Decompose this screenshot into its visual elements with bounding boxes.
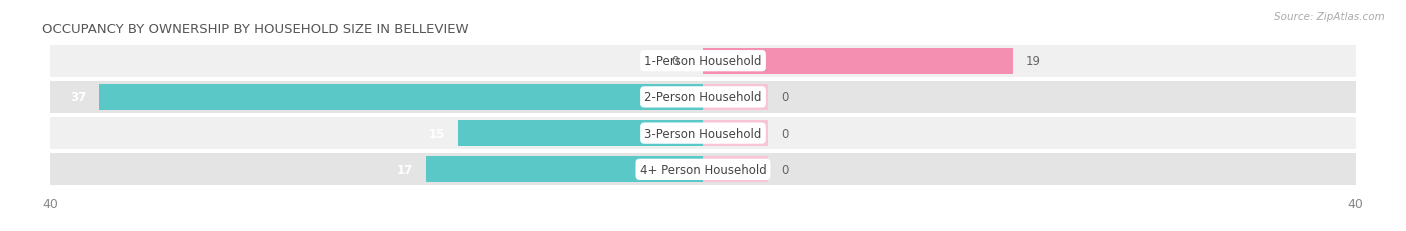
Bar — [51, 154, 1355, 185]
Text: 4+ Person Household: 4+ Person Household — [640, 163, 766, 176]
Bar — [458, 121, 703, 146]
Bar — [703, 49, 1012, 74]
Text: 15: 15 — [429, 127, 446, 140]
Text: 2-Person Household: 2-Person Household — [644, 91, 762, 104]
Text: 3-Person Household: 3-Person Household — [644, 127, 762, 140]
Bar — [51, 118, 1355, 149]
Text: 17: 17 — [396, 163, 412, 176]
Bar — [51, 82, 1355, 113]
Bar — [703, 121, 768, 146]
Text: 1-Person Household: 1-Person Household — [644, 55, 762, 68]
Bar — [51, 46, 1355, 77]
Text: 0: 0 — [782, 91, 789, 104]
Text: OCCUPANCY BY OWNERSHIP BY HOUSEHOLD SIZE IN BELLEVIEW: OCCUPANCY BY OWNERSHIP BY HOUSEHOLD SIZE… — [42, 23, 468, 36]
Bar — [100, 85, 703, 110]
Text: 0: 0 — [782, 163, 789, 176]
Text: 37: 37 — [70, 91, 86, 104]
Bar — [703, 157, 768, 182]
Bar — [426, 157, 703, 182]
Text: Source: ZipAtlas.com: Source: ZipAtlas.com — [1274, 12, 1385, 21]
Text: 0: 0 — [671, 55, 679, 68]
Text: 0: 0 — [782, 127, 789, 140]
Bar — [703, 85, 768, 110]
Text: 19: 19 — [1026, 55, 1040, 68]
